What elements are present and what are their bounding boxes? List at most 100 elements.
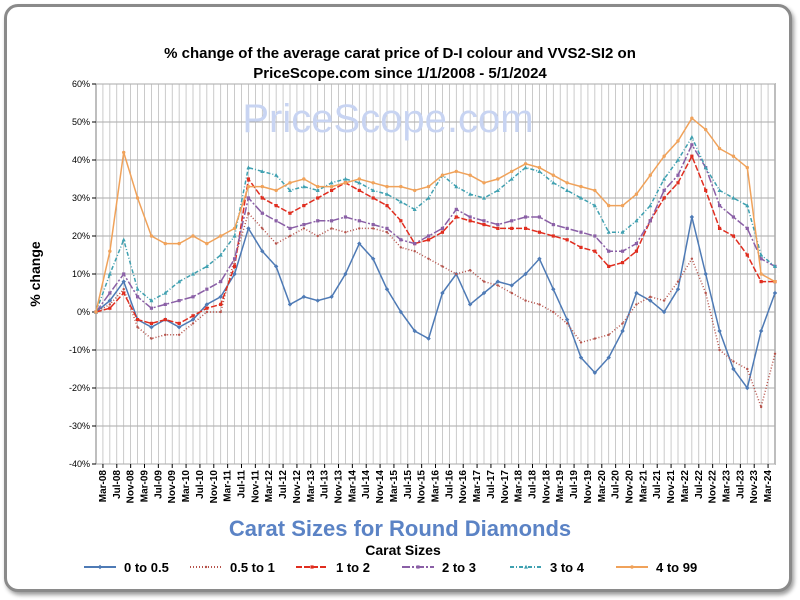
- data-point: [108, 306, 112, 310]
- x-tick-label: Mar-17: [472, 470, 483, 503]
- series-3: [94, 143, 777, 314]
- x-tick-label: Jul-22: [694, 470, 705, 499]
- data-point: [218, 294, 223, 299]
- data-point: [399, 219, 403, 223]
- data-point: [177, 299, 181, 303]
- data-point: [149, 325, 154, 330]
- data-point: [219, 234, 223, 238]
- data-point: [662, 188, 666, 192]
- legend: 0 to 0.5 0.5 to 1 1 to 2 2 to 3 3 to 4 4 to 9…: [84, 560, 697, 575]
- data-point: [413, 188, 417, 193]
- data-point: [107, 271, 112, 276]
- data-point: [232, 264, 237, 268]
- data-point: [662, 299, 666, 302]
- data-point: [371, 227, 375, 230]
- legend-label: 3 to 4: [550, 560, 585, 575]
- x-tick-label: Jul-12: [278, 470, 289, 499]
- x-tick-label: Nov-16: [458, 470, 469, 504]
- data-point: [440, 226, 445, 230]
- data-point: [246, 196, 251, 200]
- legend-label: 4 to 99: [656, 560, 697, 575]
- data-point: [648, 173, 652, 177]
- data-point: [315, 188, 320, 192]
- x-tick-label: Jul-20: [611, 470, 622, 499]
- data-point: [523, 215, 528, 219]
- data-point: [260, 184, 264, 189]
- x-tick-label: Nov-12: [292, 470, 303, 504]
- data-point: [413, 242, 417, 246]
- x-tick-label: Mar-21: [638, 470, 649, 503]
- data-point: [163, 241, 167, 246]
- x-tick-label: Mar-15: [389, 470, 400, 503]
- x-tick-label: Nov-08: [126, 470, 137, 504]
- data-point: [634, 290, 639, 296]
- data-point: [426, 238, 431, 242]
- data-point: [551, 287, 556, 292]
- data-point: [370, 256, 376, 261]
- data-point: [232, 271, 237, 277]
- data-point: [273, 264, 279, 269]
- data-point: [135, 287, 140, 291]
- data-point: [731, 195, 736, 200]
- x-tick-label: Nov-17: [500, 470, 511, 504]
- legend-label: 2 to 3: [442, 560, 476, 575]
- data-point: [537, 165, 542, 170]
- data-point: [412, 328, 417, 334]
- data-point: [385, 184, 389, 189]
- data-point: [482, 223, 486, 227]
- data-point: [634, 242, 639, 246]
- data-point: [606, 230, 611, 234]
- data-point: [261, 227, 264, 230]
- data-point: [745, 253, 749, 257]
- data-point: [316, 184, 320, 189]
- data-point: [219, 280, 223, 284]
- x-axis-label: Carat Sizes: [365, 542, 441, 558]
- data-point: [274, 242, 278, 245]
- data-point: [565, 188, 570, 192]
- data-point: [412, 207, 417, 211]
- data-point: [330, 227, 333, 230]
- data-point: [315, 298, 320, 303]
- data-point: [620, 328, 625, 334]
- data-point: [385, 226, 389, 230]
- data-point: [607, 203, 611, 208]
- data-point: [416, 565, 420, 569]
- data-point: [607, 333, 610, 336]
- data-point: [426, 234, 431, 238]
- data-point: [717, 328, 722, 334]
- data-point: [468, 215, 472, 219]
- data-point: [551, 180, 556, 185]
- data-point: [759, 280, 763, 284]
- data-point: [496, 223, 500, 227]
- x-tick-label: Mar-09: [140, 470, 151, 503]
- data-point: [288, 234, 292, 238]
- data-point: [634, 249, 639, 253]
- data-point: [675, 287, 681, 292]
- data-point: [288, 188, 292, 192]
- x-tick-label: Mar-12: [264, 470, 275, 503]
- series-5: [94, 116, 777, 314]
- data-point: [136, 326, 139, 329]
- data-point: [565, 181, 569, 185]
- data-point: [274, 204, 278, 208]
- data-point: [648, 298, 653, 303]
- x-tick-label: Mar-11: [223, 470, 234, 502]
- data-point: [398, 199, 403, 204]
- x-tick-label: Nov-20: [625, 470, 636, 504]
- data-point: [135, 318, 140, 322]
- data-point: [661, 309, 667, 315]
- data-point: [579, 184, 583, 189]
- series-line: [95, 211, 776, 410]
- x-tick-label: Mar-23: [722, 470, 733, 503]
- data-point: [607, 249, 611, 253]
- data-point: [759, 272, 763, 276]
- data-point: [690, 116, 694, 120]
- x-tick-label: Nov-19: [583, 470, 594, 504]
- data-point: [731, 154, 736, 158]
- x-tick-label: Mar-10: [181, 470, 192, 503]
- data-point: [246, 177, 251, 181]
- data-point: [509, 283, 514, 288]
- data-point: [302, 223, 306, 227]
- data-point: [385, 204, 389, 208]
